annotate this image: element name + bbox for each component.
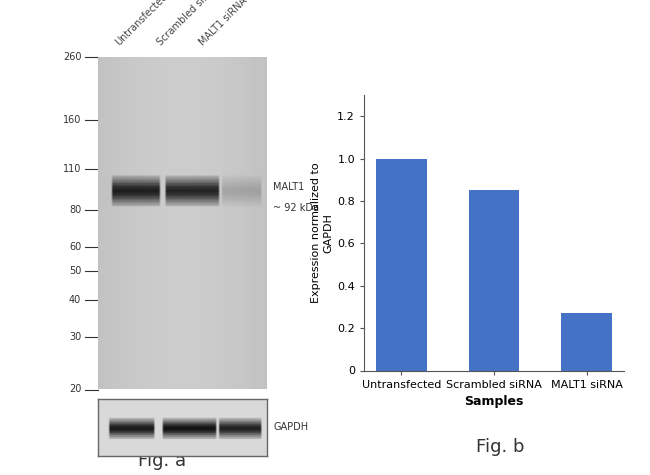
Text: 160: 160 (63, 115, 81, 125)
Text: Scrambled siRNA: Scrambled siRNA (155, 0, 222, 48)
Text: 60: 60 (69, 242, 81, 252)
Bar (376, 159, 427, 370)
Text: Fig. a: Fig. a (138, 452, 187, 470)
Text: 260: 260 (63, 52, 81, 62)
Text: 50: 50 (69, 266, 81, 276)
Text: MALT1 siRNA: MALT1 siRNA (198, 0, 250, 48)
Text: 80: 80 (69, 205, 81, 215)
Bar (469, 190, 519, 370)
X-axis label: Samples: Samples (464, 395, 524, 408)
Text: MALT1: MALT1 (273, 182, 304, 192)
Text: Untransfected: Untransfected (113, 0, 169, 48)
Text: 30: 30 (69, 332, 81, 342)
Bar (561, 314, 612, 370)
Text: GAPDH: GAPDH (273, 422, 308, 433)
Text: 40: 40 (69, 294, 81, 304)
Y-axis label: Expression normalized to
GAPDH: Expression normalized to GAPDH (311, 162, 333, 303)
Text: ~ 92 kDa: ~ 92 kDa (273, 203, 319, 213)
Text: 110: 110 (63, 163, 81, 173)
Text: Fig. b: Fig. b (476, 438, 525, 456)
Text: 20: 20 (69, 384, 81, 395)
